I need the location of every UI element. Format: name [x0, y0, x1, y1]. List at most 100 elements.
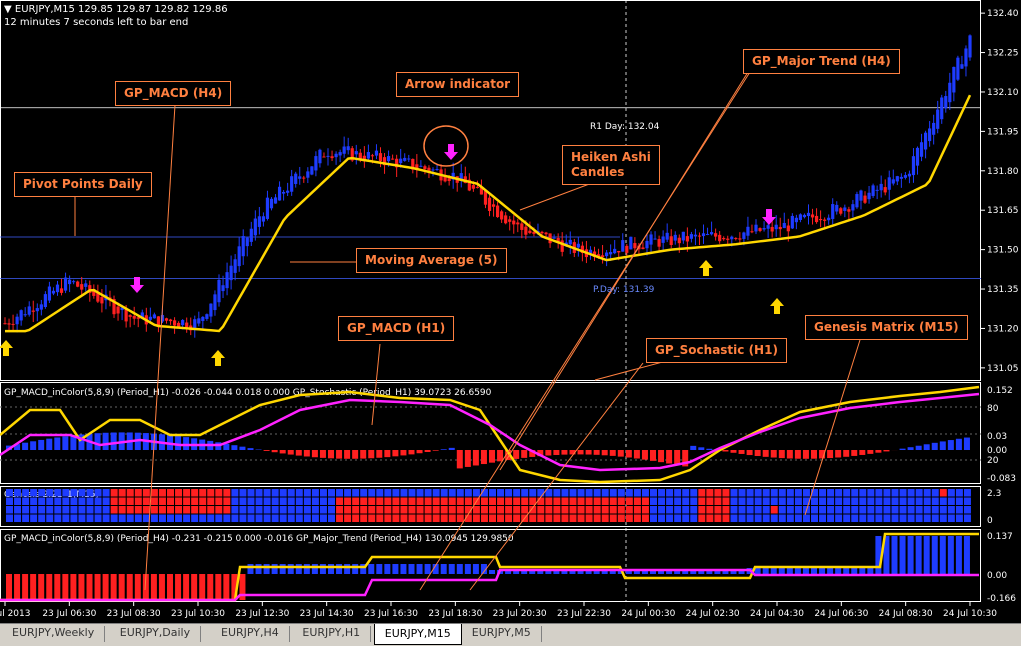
macd-h4-bar: [409, 564, 415, 574]
genesis-cell: [425, 515, 432, 523]
genesis-cell: [264, 498, 271, 506]
genesis-cell: [706, 506, 713, 514]
macd-h1-bar: [400, 450, 406, 455]
genesis-cell: [714, 515, 721, 523]
genesis-cell: [634, 515, 641, 523]
heiken-ashi-candle: [379, 153, 382, 161]
genesis-cell: [384, 498, 391, 506]
heiken-ashi-candle: [173, 320, 176, 325]
genesis-cell: [497, 498, 504, 506]
genesis-cell: [465, 498, 472, 506]
genesis-cell: [127, 515, 134, 523]
heiken-ashi-candle: [750, 231, 753, 232]
macd-h1-bar: [690, 446, 696, 450]
chart-tab-eurjpy-m15[interactable]: EURJPY,M15: [374, 624, 462, 645]
genesis-cell: [610, 506, 617, 514]
genesis-cell: [529, 515, 536, 523]
macd-h4-bar: [22, 574, 28, 600]
genesis-cell: [360, 489, 367, 497]
genesis-cell: [248, 489, 255, 497]
genesis-cell: [618, 506, 625, 514]
heiken-ashi-candle: [44, 294, 47, 307]
genesis-cell: [473, 506, 480, 514]
macd-h4-bar: [296, 564, 302, 574]
genesis-cell: [642, 506, 649, 514]
genesis-cell: [722, 498, 729, 506]
heiken-ashi-candle: [884, 187, 887, 192]
chart-header: ▼ EURJPY,M15 129.85 129.87 129.82 129.86…: [4, 3, 228, 29]
heiken-ashi-candle: [859, 190, 862, 200]
genesis-cell: [457, 506, 464, 514]
macd-h1-bar: [425, 450, 431, 452]
heiken-ashi-candle: [64, 278, 67, 291]
genesis-cell: [811, 498, 818, 506]
genesis-cell: [561, 498, 568, 506]
heiken-ashi-candle: [197, 318, 200, 323]
genesis-cell: [449, 489, 456, 497]
genesis-cell: [956, 506, 963, 514]
heiken-ashi-candle: [540, 232, 543, 233]
genesis-cell: [481, 506, 488, 514]
genesis-cell: [239, 506, 246, 514]
macd-h4-bar: [103, 574, 109, 600]
heiken-ashi-candle: [795, 218, 798, 222]
heiken-ashi-candle: [234, 259, 237, 273]
genesis-cell: [272, 506, 279, 514]
genesis-cell: [223, 498, 230, 506]
genesis-cell: [835, 489, 842, 497]
genesis-cell: [135, 515, 142, 523]
macd-h4-bar: [771, 568, 777, 574]
chart-tab-eurjpy-m5[interactable]: EURJPY,M5: [462, 626, 542, 642]
macd-h1-bar: [763, 450, 769, 457]
genesis-cell: [867, 515, 874, 523]
genesis-cell: [851, 498, 858, 506]
heiken-ashi-candle: [787, 226, 790, 232]
chart-tab-eurjpy-h1[interactable]: EURJPY,H1: [292, 626, 371, 642]
collapse-icon[interactable]: ▼: [4, 4, 12, 15]
heiken-ashi-candle: [520, 223, 523, 230]
macd-h1-bar: [779, 450, 785, 458]
chart-tab-eurjpy-h4[interactable]: EURJPY,H4: [211, 626, 290, 642]
genesis-cell: [199, 498, 206, 506]
genesis-cell: [248, 515, 255, 523]
genesis-cell: [682, 489, 689, 497]
heiken-ashi-candle: [609, 252, 612, 254]
heiken-ashi-candle: [334, 154, 337, 157]
annotation-arrow-indicator: Arrow indicator: [396, 72, 519, 97]
macd-h4-bar: [175, 574, 181, 600]
genesis-cell: [449, 515, 456, 523]
genesis-cell: [151, 515, 158, 523]
genesis-cell: [54, 489, 61, 497]
genesis-cell: [545, 506, 552, 514]
heiken-ashi-candle: [84, 283, 87, 287]
heiken-ashi-candle: [674, 235, 677, 241]
heiken-ashi-candle: [238, 246, 241, 266]
genesis-cell: [95, 515, 102, 523]
macd-h4-bar: [199, 574, 205, 600]
macd-h1-bar: [586, 450, 592, 455]
chart-tab-eurjpy-weekly[interactable]: EURJPY,Weekly: [2, 626, 105, 642]
macd-h1-bar: [747, 450, 753, 455]
macd-h4-bar: [167, 574, 173, 600]
genesis-cell: [296, 489, 303, 497]
macd-h4-bar: [900, 536, 906, 574]
genesis-cell: [908, 506, 915, 514]
macd-h4-bar: [384, 564, 390, 574]
heiken-ashi-candle: [40, 304, 43, 309]
genesis-cell: [513, 506, 520, 514]
price-tick-label: 132.40: [987, 9, 1019, 19]
genesis-cell: [722, 515, 729, 523]
genesis-cell: [175, 515, 182, 523]
genesis-cell: [280, 506, 287, 514]
genesis-cell: [690, 489, 697, 497]
genesis-cell: [46, 506, 53, 514]
genesis-cell: [964, 515, 971, 523]
macd-h4-bar: [312, 564, 318, 574]
chart-tab-eurjpy-daily[interactable]: EURJPY,Daily: [110, 626, 201, 642]
genesis-cell: [666, 489, 673, 497]
genesis-cell: [376, 489, 383, 497]
heiken-ashi-candle: [682, 232, 685, 241]
genesis-cell: [537, 506, 544, 514]
genesis-cell: [755, 489, 762, 497]
macd-h4-bar: [304, 564, 310, 574]
